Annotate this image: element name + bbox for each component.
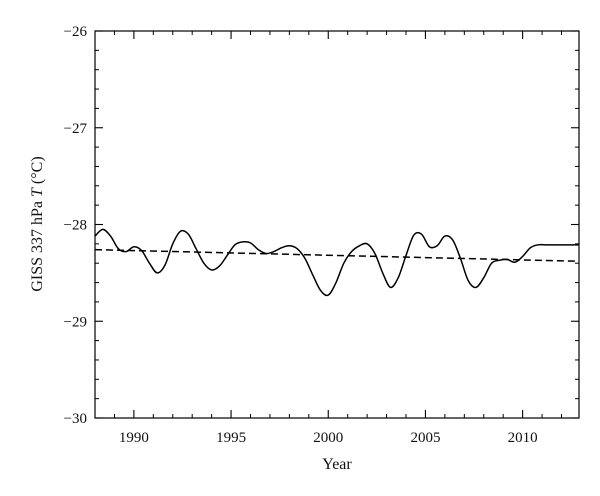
y-axis-title: GISS 337 hPa T (°C) bbox=[29, 156, 46, 291]
plot-frame bbox=[94, 30, 580, 419]
temperature-series-line bbox=[94, 228, 579, 297]
x-tick-label: 2010 bbox=[508, 430, 538, 446]
y-axis-title-unit: (°C) bbox=[29, 156, 46, 188]
x-tick-label: 1990 bbox=[119, 430, 149, 446]
y-axis-title-variable: T bbox=[29, 187, 46, 197]
y-tick-label: −30 bbox=[64, 411, 87, 427]
x-axis-title: Year bbox=[322, 456, 352, 473]
x-tick-label: 2005 bbox=[410, 430, 440, 446]
x-tick-label: 1995 bbox=[216, 430, 246, 446]
axes: 1990 1995 2000 2005 2010 −30 −29 −28 −27 −26 bbox=[64, 24, 580, 446]
series-layer bbox=[94, 228, 580, 297]
y-tick-label: −26 bbox=[64, 24, 88, 40]
y-tick-label: −29 bbox=[64, 314, 87, 330]
y-tick-label: −28 bbox=[64, 218, 87, 234]
y-tick-label: −27 bbox=[64, 121, 88, 137]
y-axis-title-text: GISS 337 hPa bbox=[29, 197, 46, 292]
trend-line bbox=[94, 248, 580, 263]
x-tick-label: 2000 bbox=[313, 430, 343, 446]
